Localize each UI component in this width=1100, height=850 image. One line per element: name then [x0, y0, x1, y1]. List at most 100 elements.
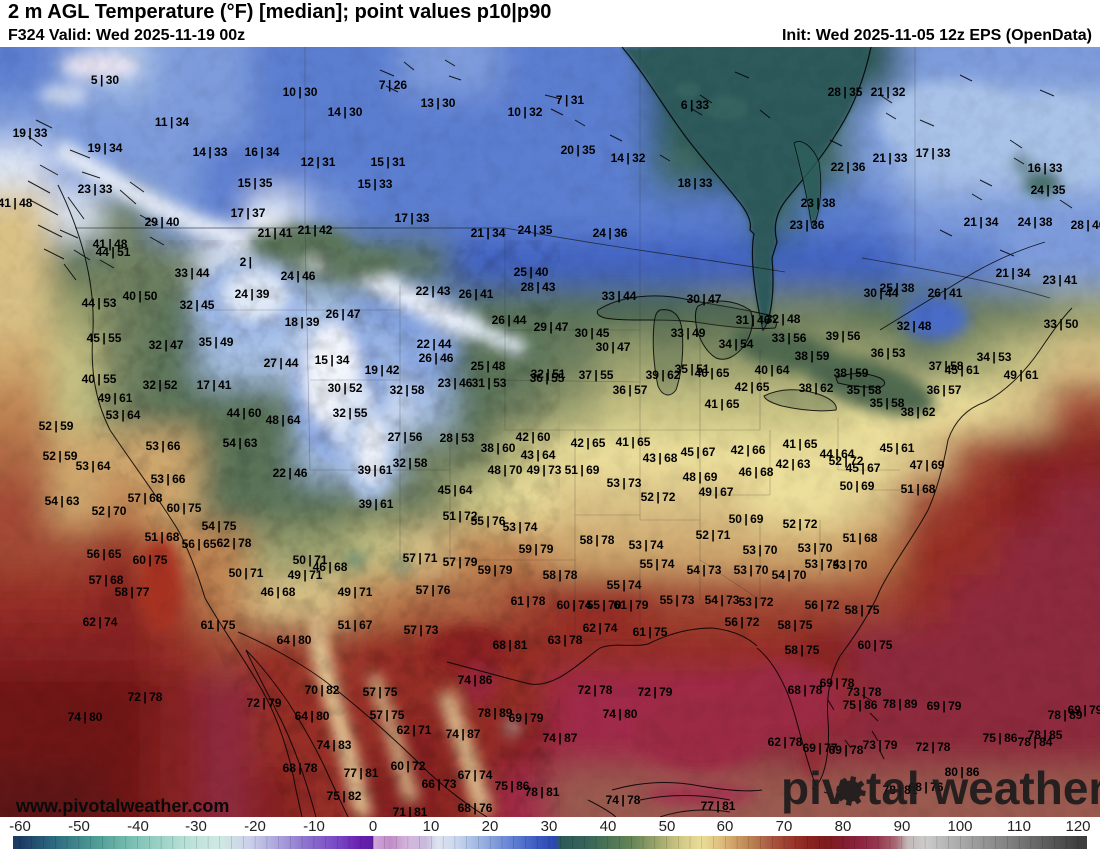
svg-text:74 | 80: 74 | 80 — [603, 707, 638, 721]
svg-text:36 | 53: 36 | 53 — [871, 346, 906, 360]
svg-text:69 | 78: 69 | 78 — [829, 743, 864, 757]
svg-text:54 | 73: 54 | 73 — [687, 563, 722, 577]
svg-text:36 | 57: 36 | 57 — [613, 383, 648, 397]
svg-text:74 | 86: 74 | 86 — [458, 673, 493, 687]
svg-text:46 | 68: 46 | 68 — [261, 585, 296, 599]
svg-text:40 | 64: 40 | 64 — [755, 363, 790, 377]
svg-text:58 | 75: 58 | 75 — [845, 603, 880, 617]
svg-text:60 | 75: 60 | 75 — [858, 638, 893, 652]
svg-text:25 | 40: 25 | 40 — [514, 265, 549, 279]
svg-text:44 | 51: 44 | 51 — [96, 245, 131, 259]
svg-text:45 | 61: 45 | 61 — [880, 441, 915, 455]
svg-text:45 | 61: 45 | 61 — [945, 363, 980, 377]
svg-text:42 | 66: 42 | 66 — [731, 443, 766, 457]
svg-text:14 | 32: 14 | 32 — [611, 151, 646, 165]
svg-text:17 | 41: 17 | 41 — [197, 378, 232, 392]
svg-text:33 | 50: 33 | 50 — [1044, 317, 1079, 331]
svg-text:54 | 63: 54 | 63 — [223, 436, 258, 450]
svg-text:53 | 70: 53 | 70 — [743, 543, 778, 557]
svg-text:27 | 56: 27 | 56 — [388, 430, 423, 444]
svg-text:61 | 79: 61 | 79 — [614, 598, 649, 612]
svg-text:54 | 63: 54 | 63 — [45, 494, 80, 508]
svg-text:68 | 78: 68 | 78 — [788, 683, 823, 697]
svg-text:15 | 35: 15 | 35 — [238, 176, 273, 190]
svg-text:68 | 78: 68 | 78 — [283, 761, 318, 775]
svg-text:41 | 48: 41 | 48 — [0, 196, 33, 210]
svg-text:64 | 80: 64 | 80 — [295, 709, 330, 723]
svg-text:51 | 72: 51 | 72 — [443, 509, 478, 523]
svg-text:32 | 51: 32 | 51 — [531, 367, 566, 381]
svg-text:62 | 78: 62 | 78 — [768, 735, 803, 749]
svg-text:80 | 86: 80 | 86 — [945, 765, 980, 779]
svg-text:41 | 65: 41 | 65 — [705, 397, 740, 411]
svg-text:53 | 66: 53 | 66 — [151, 472, 186, 486]
svg-text:28 | 35: 28 | 35 — [828, 85, 863, 99]
svg-text:72 | 78: 72 | 78 — [578, 683, 613, 697]
svg-text:50 | 69: 50 | 69 — [729, 512, 764, 526]
svg-text:21 | 32: 21 | 32 — [871, 85, 906, 99]
svg-text:53 | 73: 53 | 73 — [607, 476, 642, 490]
svg-text:24 | 46: 24 | 46 — [281, 269, 316, 283]
svg-text:60 | 75: 60 | 75 — [133, 553, 168, 567]
svg-text:28 | 43: 28 | 43 — [521, 280, 556, 294]
svg-text:22 | 36: 22 | 36 — [831, 160, 866, 174]
svg-text:45 | 67: 45 | 67 — [846, 461, 881, 475]
svg-text:57 | 68: 57 | 68 — [89, 573, 124, 587]
svg-text:34 | 53: 34 | 53 — [977, 350, 1012, 364]
svg-text:17 | 33: 17 | 33 — [395, 211, 430, 225]
svg-text:30 | 45: 30 | 45 — [575, 326, 610, 340]
svg-text:42 | 65: 42 | 65 — [571, 436, 606, 450]
svg-text:24 | 39: 24 | 39 — [235, 287, 270, 301]
svg-text:63 | 78: 63 | 78 — [548, 633, 583, 647]
svg-text:53 | 66: 53 | 66 — [146, 439, 181, 453]
svg-text:37 | 58: 37 | 58 — [929, 359, 964, 373]
svg-text:25 | 48: 25 | 48 — [471, 359, 506, 373]
svg-text:56 | 65: 56 | 65 — [87, 547, 122, 561]
svg-text:32 | 48: 32 | 48 — [766, 312, 801, 326]
svg-text:45 | 55: 45 | 55 — [87, 331, 122, 345]
svg-text:56 | 72: 56 | 72 — [725, 615, 760, 629]
svg-text:39 | 56: 39 | 56 — [826, 329, 861, 343]
svg-text:69 | 78: 69 | 78 — [820, 676, 855, 690]
svg-text:72 | 78: 72 | 78 — [128, 690, 163, 704]
svg-text:78 | 84: 78 | 84 — [1018, 735, 1053, 749]
svg-text:23 | 33: 23 | 33 — [78, 182, 113, 196]
svg-text:69 | 79: 69 | 79 — [1068, 703, 1100, 717]
svg-text:34 | 54: 34 | 54 — [719, 337, 754, 351]
svg-text:41 | 48: 41 | 48 — [93, 237, 128, 251]
svg-text:53 | 70: 53 | 70 — [798, 541, 833, 555]
svg-text:60 | 75: 60 | 75 — [167, 501, 202, 515]
svg-text:18 | 33: 18 | 33 — [678, 176, 713, 190]
svg-text:20 | 35: 20 | 35 — [561, 143, 596, 157]
svg-text:33 | 44: 33 | 44 — [175, 266, 210, 280]
svg-text:41 | 65: 41 | 65 — [783, 437, 818, 451]
svg-text:16 | 33: 16 | 33 — [1028, 161, 1063, 175]
svg-text:40 | 50: 40 | 50 — [123, 289, 158, 303]
svg-text:53 | 70: 53 | 70 — [734, 563, 769, 577]
svg-text:26 | 41: 26 | 41 — [459, 287, 494, 301]
svg-text:33 | 44: 33 | 44 — [602, 289, 637, 303]
svg-text:10 | 30: 10 | 30 — [283, 85, 318, 99]
svg-text:51 | 68: 51 | 68 — [145, 530, 180, 544]
svg-text:35 | 49: 35 | 49 — [199, 335, 234, 349]
svg-text:67 | 74: 67 | 74 — [458, 768, 493, 782]
svg-text:30 | 44: 30 | 44 — [864, 286, 899, 300]
svg-text:72 | 79: 72 | 79 — [247, 696, 282, 710]
svg-text:33 | 56: 33 | 56 — [772, 331, 807, 345]
svg-text:31 | 46: 31 | 46 — [736, 313, 771, 327]
svg-text:22 | 44: 22 | 44 — [417, 337, 452, 351]
svg-text:21 | 34: 21 | 34 — [964, 215, 999, 229]
svg-text:14 | 33: 14 | 33 — [193, 145, 228, 159]
svg-text:32 | 48: 32 | 48 — [897, 319, 932, 333]
svg-text:50 | 71: 50 | 71 — [293, 553, 328, 567]
svg-text:44 | 60: 44 | 60 — [227, 406, 262, 420]
svg-text:72 | 79: 72 | 79 — [638, 685, 673, 699]
svg-text:45 | 67: 45 | 67 — [681, 445, 716, 459]
svg-text:30 | 52: 30 | 52 — [328, 381, 363, 395]
svg-text:26 | 44: 26 | 44 — [492, 313, 527, 327]
svg-text:32 | 45: 32 | 45 — [180, 298, 215, 312]
svg-text:58 | 75: 58 | 75 — [785, 643, 820, 657]
svg-text:77 | 81: 77 | 81 — [701, 799, 736, 813]
svg-text:62 | 71: 62 | 71 — [397, 723, 432, 737]
svg-text:58 | 78: 58 | 78 — [580, 533, 615, 547]
